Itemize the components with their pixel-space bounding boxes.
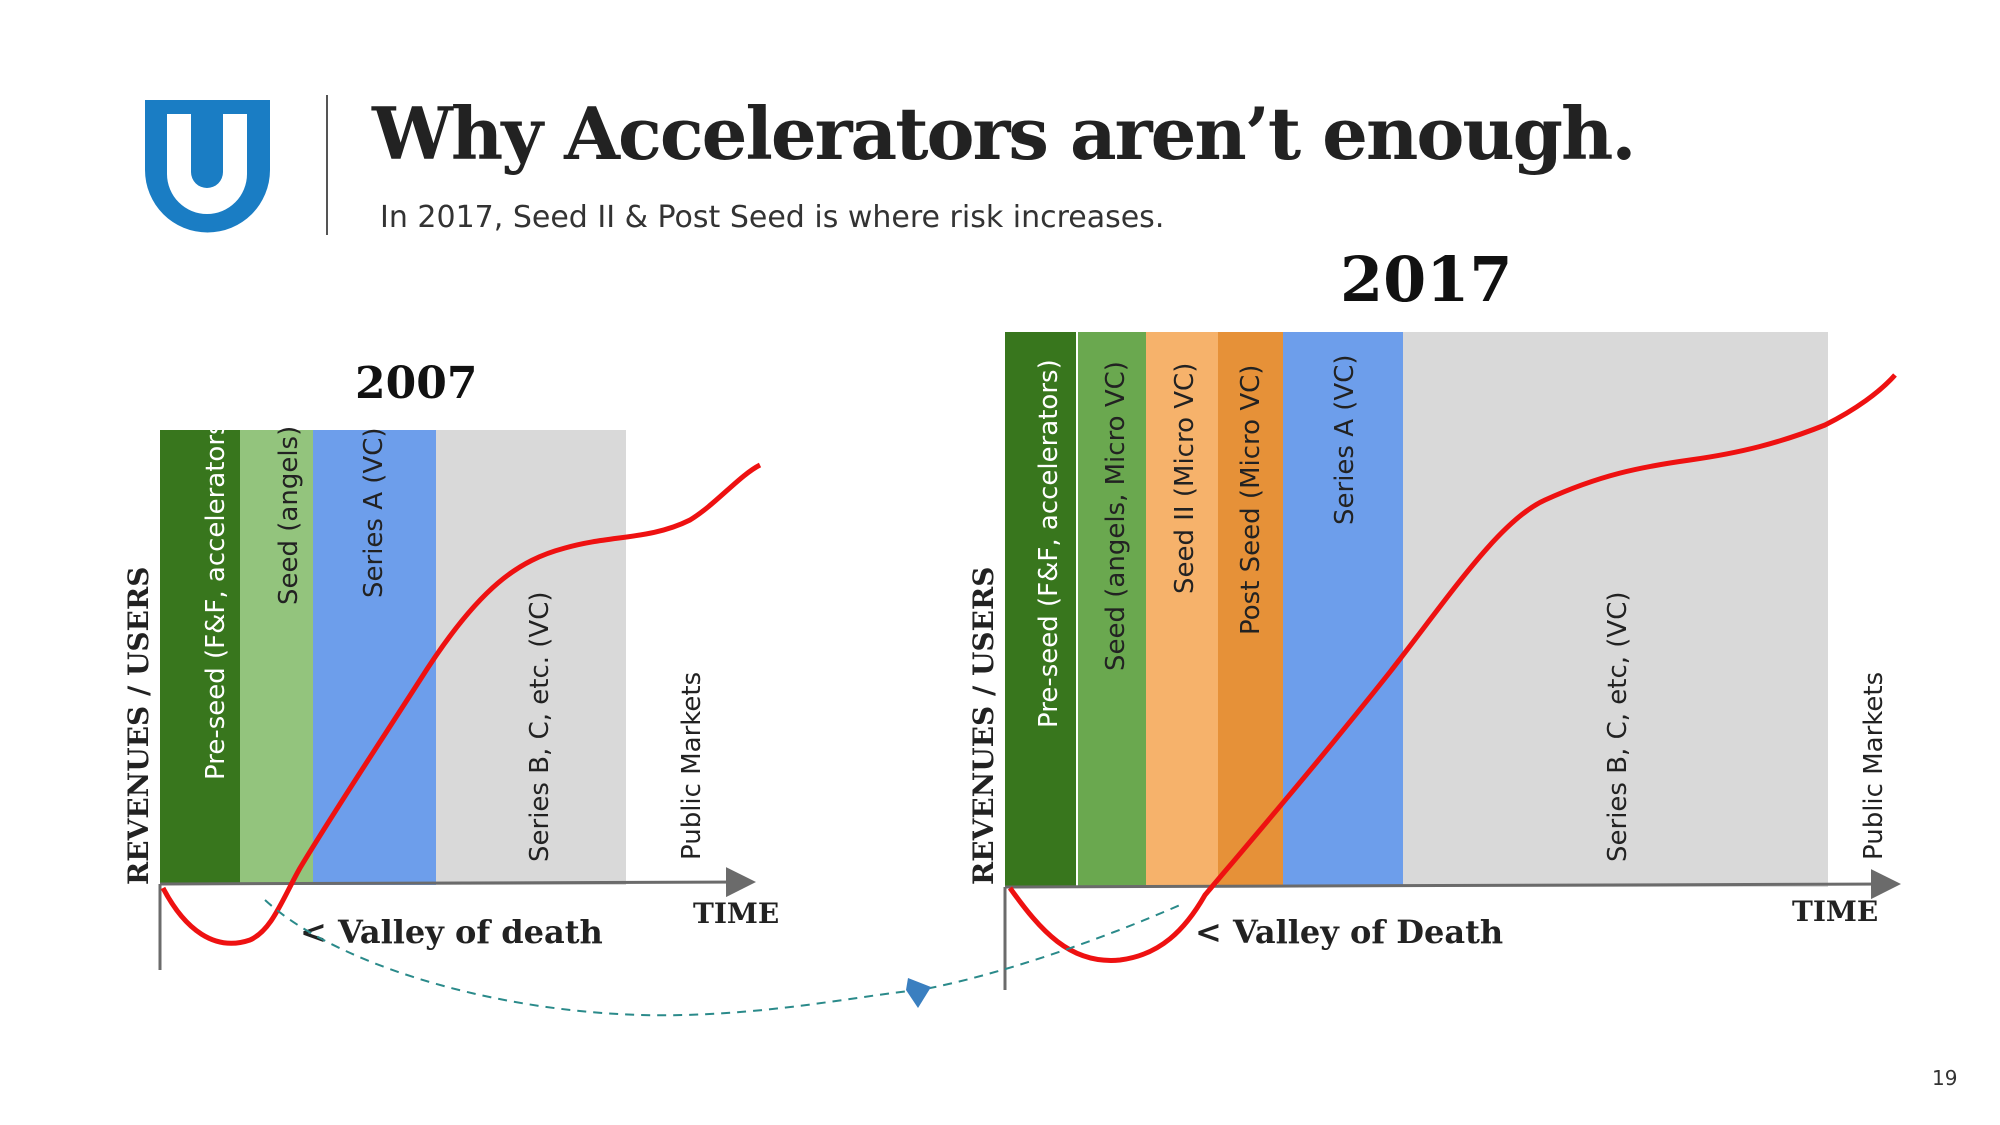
stage-band-seed-ii xyxy=(1146,332,1218,887)
stage-label-public-markets: Public Markets xyxy=(677,672,707,860)
stage-band-series-a xyxy=(1283,332,1403,887)
stage-label-pre-seed: Pre-seed (F&F, accelerators) xyxy=(1034,359,1064,728)
year-2017-label: 2017 xyxy=(1340,243,1513,316)
connector-arrowhead-icon xyxy=(906,978,931,1008)
stage-band-seed xyxy=(1077,332,1146,887)
stage-label-series-b-c: Series B, C, etc. (VC) xyxy=(525,591,555,862)
stage-label-post-seed: Post Seed (Micro VC) xyxy=(1236,365,1266,635)
diagram-2017: Pre-seed (F&F, accelerators) Seed (angel… xyxy=(967,332,1901,990)
valley-connector-arrow xyxy=(264,899,1181,1017)
year-2007-label: 2007 xyxy=(355,358,478,409)
header-divider xyxy=(326,95,328,235)
stage-band-pre-seed xyxy=(160,430,240,885)
stage-band-series-a xyxy=(313,430,436,885)
growth-curve xyxy=(1007,373,1897,963)
stage-label-seed: Seed (angels) xyxy=(274,426,304,605)
page-number: 19 xyxy=(1932,1066,1958,1090)
y-axis-label: REVENUES / USERS xyxy=(122,567,155,885)
x-axis xyxy=(1004,869,1901,900)
logo-u-cutout xyxy=(167,114,247,214)
stage-label-series-a: Series A (VC) xyxy=(1330,355,1360,526)
diagram-2007: Pre-seed (F&F, accelerators) Seed (angel… xyxy=(122,411,779,970)
stage-label-series-a: Series A (VC) xyxy=(359,428,389,599)
x-axis-label: TIME xyxy=(1792,895,1878,928)
page-title: Why Accelerators aren’t enough. xyxy=(372,91,1636,176)
y-axis-label: REVENUES / USERS xyxy=(967,567,1000,885)
stage-band-seed xyxy=(240,430,313,885)
logo-swoosh xyxy=(167,196,249,227)
x-axis xyxy=(159,867,756,898)
valley-of-death-label: < Valley of Death xyxy=(1195,913,1503,951)
stage-band-pre-seed xyxy=(1005,332,1077,887)
stage-label-pre-seed: Pre-seed (F&F, accelerators) xyxy=(201,411,231,780)
stage-band-post-seed xyxy=(1218,332,1283,887)
stage-label-seed-ii: Seed II (Micro VC) xyxy=(1170,363,1200,594)
growth-curve xyxy=(160,462,762,946)
stage-label-public-markets: Public Markets xyxy=(1859,672,1889,860)
stage-band-series-b-c xyxy=(436,430,626,885)
valley-of-death-label: < Valley of death xyxy=(300,913,603,951)
stage-label-series-b-c: Series B, C, etc, (VC) xyxy=(1603,591,1633,862)
stage-band-series-b-c xyxy=(1403,332,1828,887)
u-shield-logo-icon xyxy=(145,100,270,233)
stage-label-seed: Seed (angels, Micro VC) xyxy=(1101,361,1131,671)
page-subtitle: In 2017, Seed II & Post Seed is where ri… xyxy=(380,200,1165,235)
x-axis-label: TIME xyxy=(693,897,779,930)
